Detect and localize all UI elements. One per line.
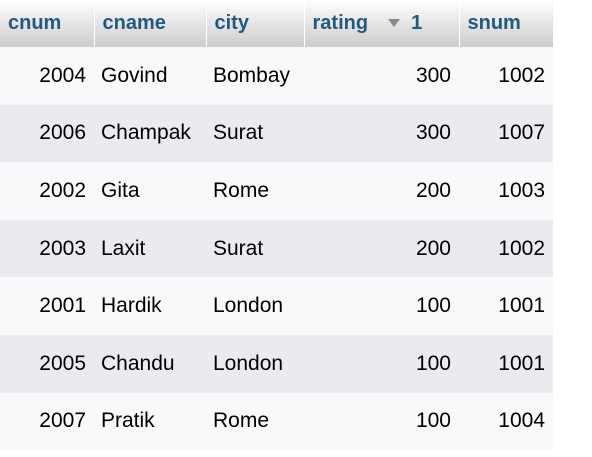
cell-snum: 1004 — [459, 393, 553, 451]
cell-snum: 1007 — [459, 105, 553, 163]
column-header-city[interactable]: city — [206, 0, 304, 47]
column-header-cname-label[interactable]: cname — [103, 12, 166, 34]
cell-cname: Govind — [94, 47, 206, 105]
cell-snum: 1001 — [459, 335, 553, 393]
column-header-city-label[interactable]: city — [215, 12, 249, 34]
results-table: cnum cname city rating 1 snum 2004 Govind… — [0, 0, 553, 450]
cell-cnum: 2005 — [0, 335, 94, 393]
table-row: 2001 Hardik London 100 1001 — [0, 277, 553, 335]
table-row: 2005 Chandu London 100 1001 — [0, 335, 553, 393]
cell-rating: 300 — [304, 47, 459, 105]
cell-rating: 200 — [304, 220, 459, 278]
table-row: 2002 Gita Rome 200 1003 — [0, 162, 553, 220]
table-row: 2004 Govind Bombay 300 1002 — [0, 47, 553, 105]
cell-cname: Hardik — [94, 277, 206, 335]
sort-order-number: 1 — [411, 12, 422, 34]
cell-snum: 1002 — [459, 220, 553, 278]
table-header: cnum cname city rating 1 snum — [0, 0, 553, 47]
column-header-snum-label[interactable]: snum — [468, 12, 521, 34]
cell-snum: 1003 — [459, 162, 553, 220]
column-header-rating-label[interactable]: rating — [313, 12, 369, 34]
cell-cname: Laxit — [94, 220, 206, 278]
header-row: cnum cname city rating 1 snum — [0, 0, 553, 47]
cell-cnum: 2007 — [0, 393, 94, 451]
table-body: 2004 Govind Bombay 300 1002 2006 Champak… — [0, 47, 553, 450]
cell-city: London — [206, 335, 304, 393]
cell-rating: 200 — [304, 162, 459, 220]
cell-rating: 100 — [304, 335, 459, 393]
cell-cname: Chandu — [94, 335, 206, 393]
table-row: 2003 Laxit Surat 200 1002 — [0, 220, 553, 278]
cell-cnum: 2003 — [0, 220, 94, 278]
cell-city: Bombay — [206, 47, 304, 105]
table-row: 2006 Champak Surat 300 1007 — [0, 105, 553, 163]
cell-rating: 100 — [304, 277, 459, 335]
sort-descending-icon[interactable] — [388, 19, 400, 27]
cell-cnum: 2004 — [0, 47, 94, 105]
cell-city: London — [206, 277, 304, 335]
cell-cname: Gita — [94, 162, 206, 220]
column-header-rating[interactable]: rating 1 — [304, 0, 459, 47]
table-row: 2007 Pratik Rome 100 1004 — [0, 393, 553, 451]
cell-rating: 100 — [304, 393, 459, 451]
cell-city: Surat — [206, 220, 304, 278]
column-header-snum[interactable]: snum — [459, 0, 553, 47]
cell-city: Rome — [206, 393, 304, 451]
cell-city: Rome — [206, 162, 304, 220]
sort-indicator[interactable]: 1 — [388, 12, 422, 34]
cell-cnum: 2006 — [0, 105, 94, 163]
cell-cnum: 2002 — [0, 162, 94, 220]
column-header-cname[interactable]: cname — [94, 0, 206, 47]
cell-city: Surat — [206, 105, 304, 163]
cell-cname: Champak — [94, 105, 206, 163]
cell-rating: 300 — [304, 105, 459, 163]
column-header-cnum[interactable]: cnum — [0, 0, 94, 47]
cell-snum: 1001 — [459, 277, 553, 335]
column-header-cnum-label[interactable]: cnum — [8, 12, 61, 34]
cell-cname: Pratik — [94, 393, 206, 451]
cell-snum: 1002 — [459, 47, 553, 105]
cell-cnum: 2001 — [0, 277, 94, 335]
